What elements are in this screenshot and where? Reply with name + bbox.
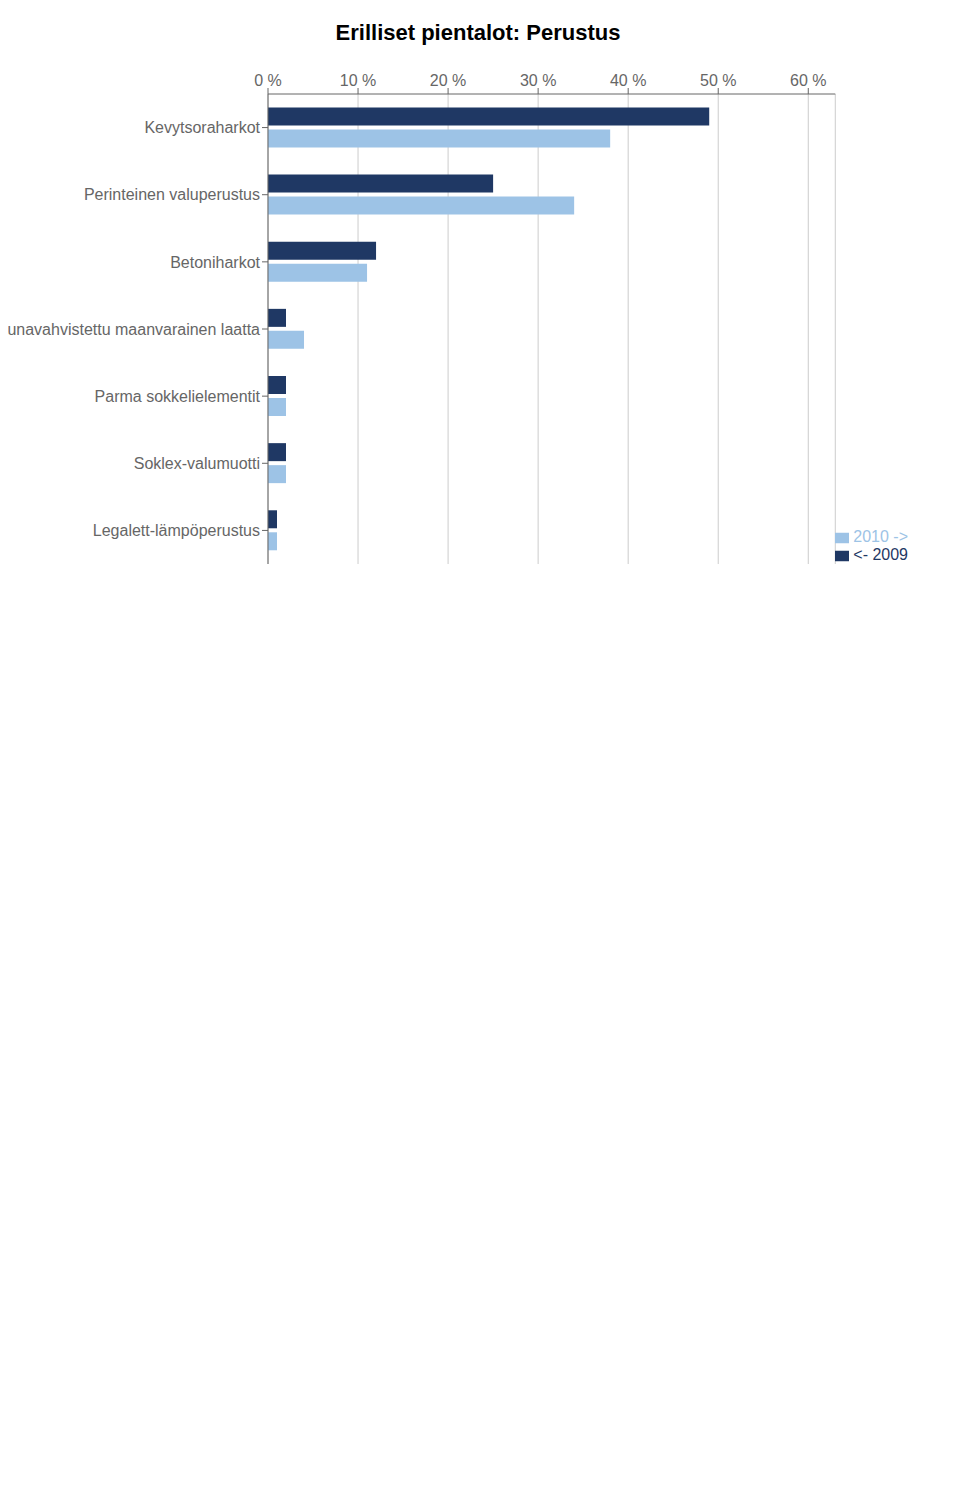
svg-text:30 %: 30 %	[520, 72, 556, 89]
svg-text:Soklex-valumuotti: Soklex-valumuotti	[134, 455, 260, 472]
svg-text:60 %: 60 %	[790, 72, 826, 89]
svg-text:Reunavahvistettu maanvarainen: Reunavahvistettu maanvarainen laatta	[8, 321, 260, 338]
svg-text:Betoniharkot: Betoniharkot	[170, 254, 260, 271]
svg-text:0 %: 0 %	[254, 72, 282, 89]
svg-text:Legalett-lämpöperustus: Legalett-lämpöperustus	[93, 522, 260, 539]
html-text:<- 2009: <- 2009	[853, 546, 908, 563]
svg-text:Parma sokkelielementit: Parma sokkelielementit	[95, 388, 261, 405]
svg-text:Kevytsoraharkot: Kevytsoraharkot	[144, 119, 260, 136]
svg-text:10 %: 10 %	[340, 72, 376, 89]
svg-text:Perinteinen valuperustus: Perinteinen valuperustus	[84, 186, 260, 203]
html-text:2010 ->: 2010 ->	[853, 528, 908, 545]
svg-text:50 %: 50 %	[700, 72, 736, 89]
svg-text:40 %: 40 %	[610, 72, 646, 89]
html-text:Erilliset pientalot: Perustus: Erilliset pientalot: Perustus	[335, 20, 621, 45]
svg-text:20 %: 20 %	[430, 72, 466, 89]
